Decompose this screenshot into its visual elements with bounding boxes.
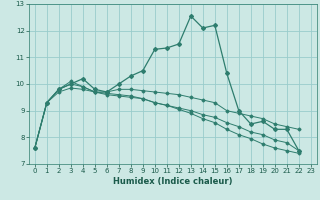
X-axis label: Humidex (Indice chaleur): Humidex (Indice chaleur) — [113, 177, 233, 186]
